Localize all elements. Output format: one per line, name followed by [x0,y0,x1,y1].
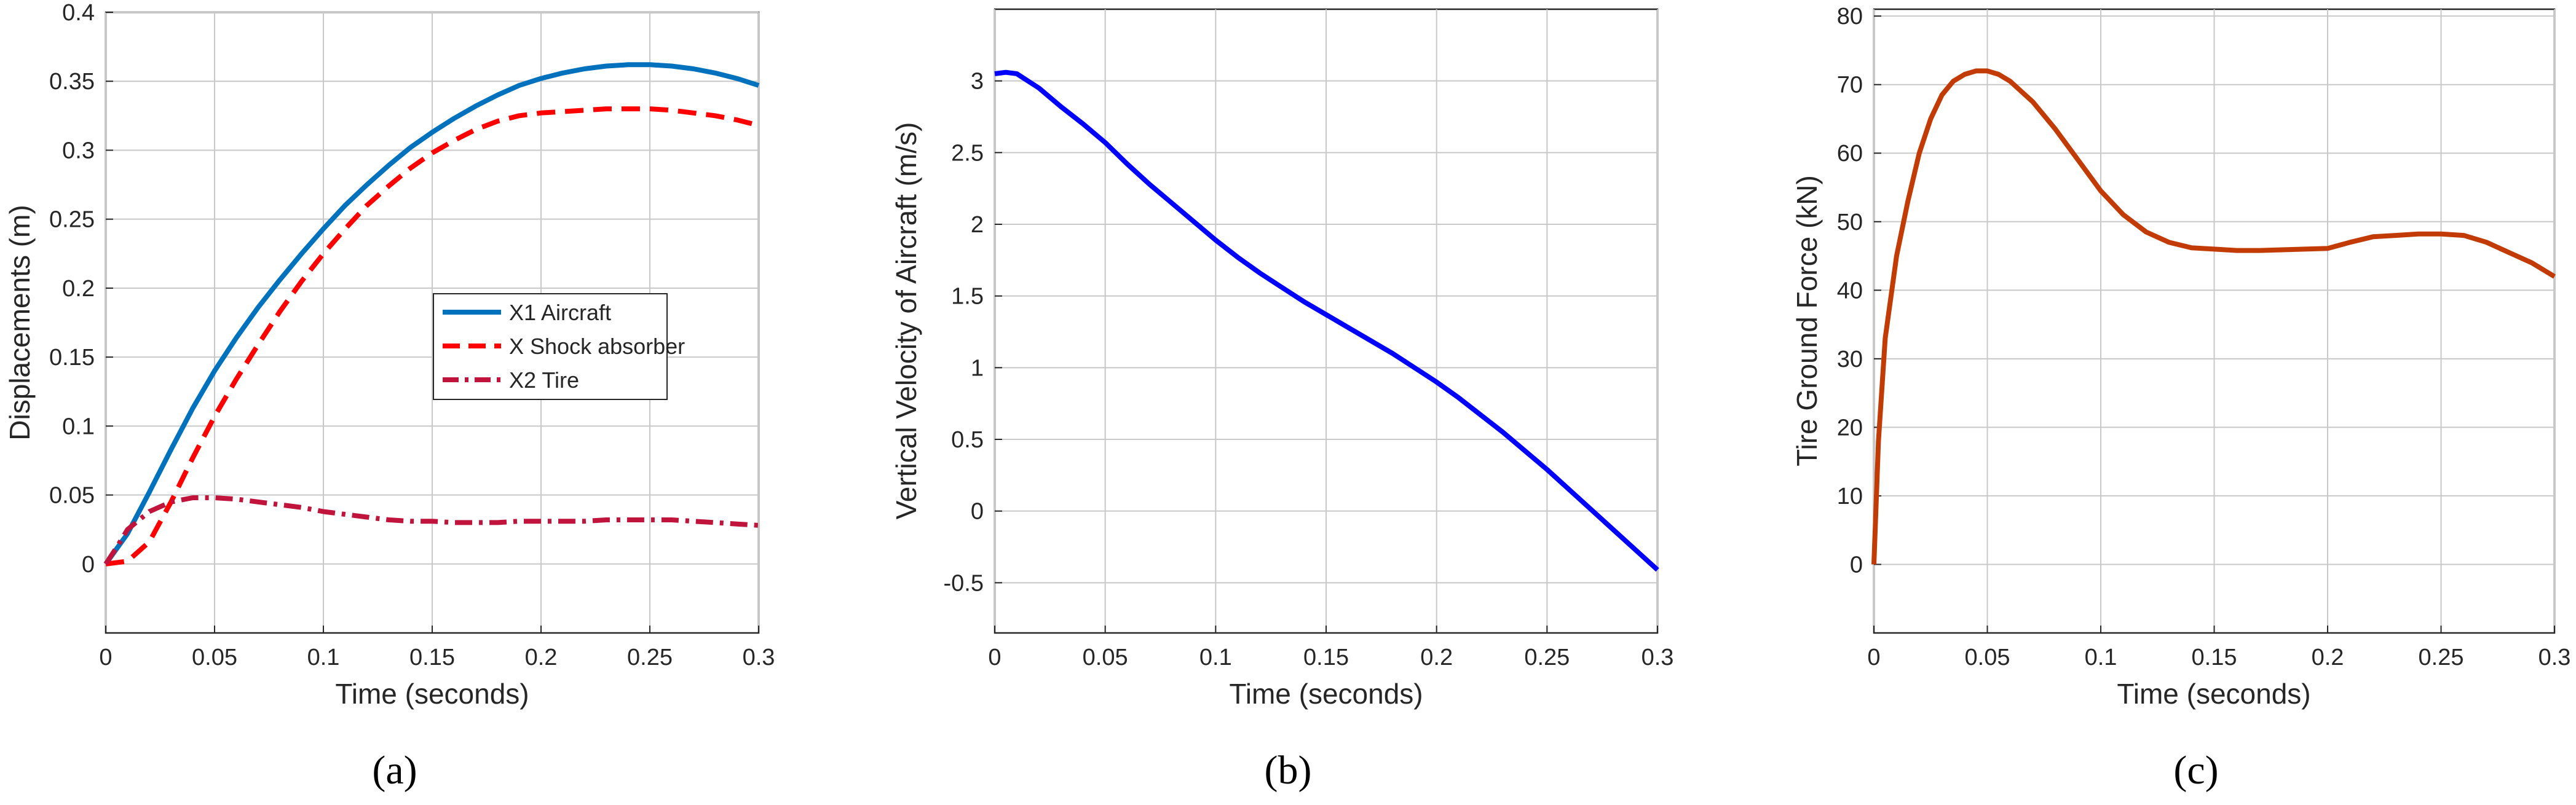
panel-c: 0 10 20 30 40 50 60 70 80 0 0.05 0.1 0.15 0.2 0.25 0.3… [1791,4,2570,793]
y-tick-label: 50 [1837,210,1863,235]
y-tick-label: 0.3 [62,138,95,163]
grid-b [994,9,1658,633]
series-line-c-0 [1871,68,2556,565]
y-tick-label: 70 [1837,73,1863,98]
x-tick-label: 0.05 [1083,645,1128,670]
grid-c [1873,9,2555,633]
x-tick-label: 0.05 [1965,645,2010,670]
x-tick-label: 0 [99,645,112,670]
series-a [103,62,760,567]
y-axis-label-a: Displacements (m) [4,205,36,440]
x-tick-label: 0.3 [2538,645,2571,670]
y-tick-label: -0.5 [944,570,984,596]
x-tick-label: 0.25 [1524,645,1570,670]
x-tick-label: 0.15 [2192,645,2237,670]
y-tick-label: 0.4 [62,0,95,26]
x-tick-label: 0.25 [627,645,673,670]
y-tick-label: 0.05 [49,483,95,509]
series-b [994,69,1659,572]
panel-label-c: (c) [2173,748,2218,793]
grid-a [105,12,759,633]
y-tick-label: 3 [971,69,984,95]
y-tick-label: 0.1 [62,414,95,439]
y-tick-label: 40 [1837,278,1863,304]
x-tick-label: 0.2 [2312,645,2344,670]
y-tick-label: 80 [1837,4,1863,29]
series-line-b-0 [994,69,1659,572]
series-line-a-1 [105,106,759,567]
x-tick-label: 0.2 [525,645,558,670]
x-tick-label: 0 [988,645,1001,670]
x-axis-label-a: Time (seconds) [335,678,529,710]
y-tick-label: 0.2 [62,276,95,302]
x-tick-label: 0.3 [1642,645,1674,670]
x-tick-label: 0.3 [743,645,775,670]
y-tick-label: 30 [1837,347,1863,372]
y-axis-label-b: Vertical Velocity of Aircraft (m/s) [890,122,922,520]
panel-label-a: (a) [372,748,417,793]
y-tick-label: 0 [82,552,95,578]
x-tick-label: 0.05 [192,645,237,670]
y-tick-label: 1 [971,355,984,381]
y-tick-label: 0.15 [49,345,95,371]
y-tick-label: 20 [1837,415,1863,441]
y-ticks-a: 0 0.05 0.1 0.15 0.2 0.25 0.3 0.35 0.4 [49,0,113,578]
y-tick-label: 0 [1850,552,1863,578]
y-tick-label: 0.35 [49,69,95,95]
x-axis-label-b: Time (seconds) [1229,678,1423,710]
x-tick-label: 0.2 [1420,645,1453,670]
x-tick-label: 0.15 [1303,645,1349,670]
x-tick-label: 0.1 [1199,645,1232,670]
y-tick-label: 10 [1837,484,1863,509]
y-tick-label: 2 [971,212,984,238]
panel-b: -0.5 0 0.5 1 1.5 2 2.5 3 0 0.05 0.1 0.15 0.2 0.25 0.3… [890,8,1673,793]
y-axis-label-c: Tire Ground Force (kN) [1791,175,1823,466]
y-tick-label: 60 [1837,141,1863,167]
x-tick-label: 0.1 [2085,645,2117,670]
legend-a: X1 Aircraft X Shock absorber X2 Tire [433,293,685,400]
y-tick-label: 1.5 [951,284,984,310]
y-tick-label: 2.5 [951,140,984,166]
panel-label-b: (b) [1265,748,1312,793]
panel-a: 0 0.05 0.1 0.15 0.2 0.25 0.3 0.35 0.4 0 0.05 0.1 0.… [4,0,775,793]
y-tick-label: 0.25 [49,207,95,233]
series-line-a-2 [103,495,759,565]
legend-label-x1-aircraft: X1 Aircraft [509,300,611,325]
y-tick-label: 0.5 [951,427,984,453]
y-tick-label: 0 [971,499,984,525]
x-tick-label: 0.1 [307,645,340,670]
series-line-a-0 [103,62,760,566]
x-tick-label: 0.25 [2419,645,2464,670]
series-c [1871,68,2556,565]
x-ticks-a: 0 0.05 0.1 0.15 0.2 0.25 0.3 [99,626,775,670]
y-ticks-b: -0.5 0 0.5 1 1.5 2 2.5 3 [944,69,1002,596]
x-tick-label: 0.15 [409,645,455,670]
y-ticks-c: 0 10 20 30 40 50 60 70 80 [1837,4,1881,578]
legend-label-x2-tire: X2 Tire [509,367,579,393]
x-ticks-c: 0 0.05 0.1 0.15 0.2 0.25 0.3 [1867,626,2570,670]
x-ticks-b: 0 0.05 0.1 0.15 0.2 0.25 0.3 [988,626,1673,670]
x-tick-label: 0 [1867,645,1880,670]
legend-label-x-shock-absorber: X Shock absorber [509,334,685,359]
x-axis-label-c: Time (seconds) [2117,678,2310,710]
